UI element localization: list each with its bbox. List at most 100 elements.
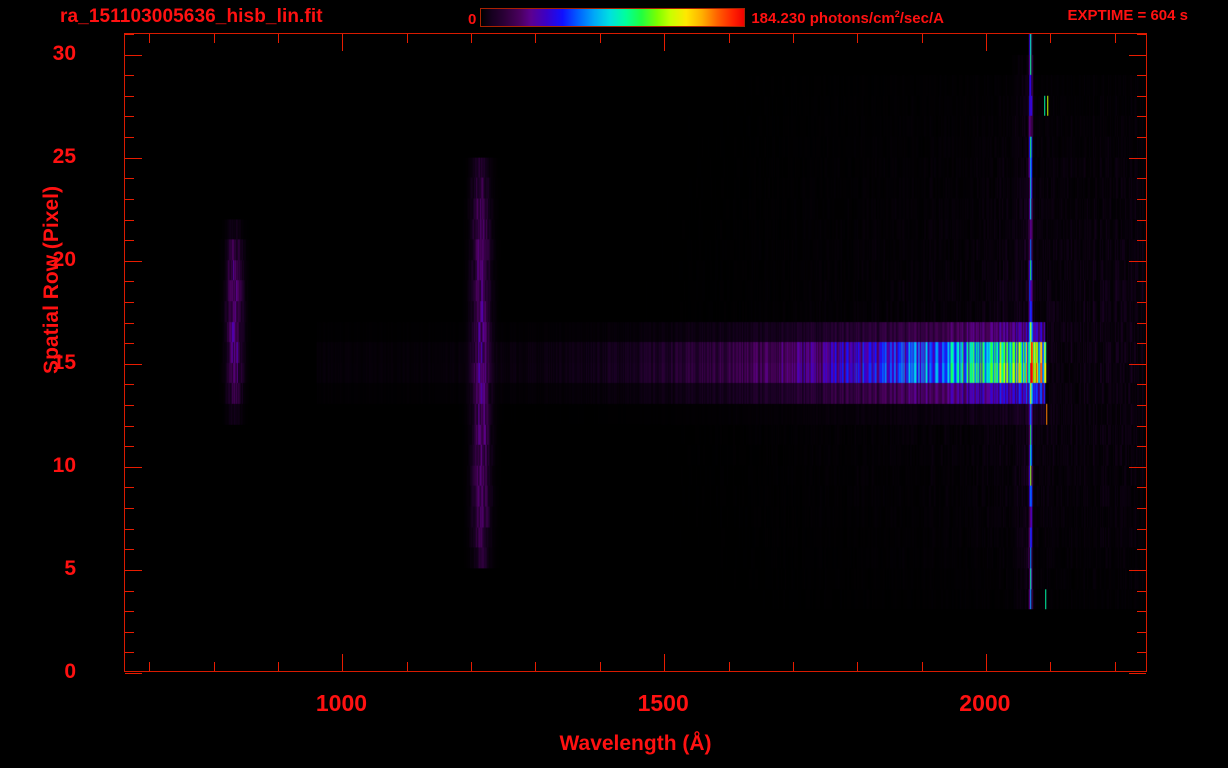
y-tick-right-21 bbox=[1137, 240, 1146, 241]
y-tick-right-1 bbox=[1137, 652, 1146, 653]
y-tick-minor-19 bbox=[125, 281, 134, 282]
y-tick-minor-26 bbox=[125, 137, 134, 138]
rainbow-colormap-swatch bbox=[480, 7, 746, 27]
y-tick-right-27 bbox=[1137, 116, 1146, 117]
y-tick-minor-2 bbox=[125, 632, 134, 633]
x-tick-top-1600 bbox=[729, 34, 730, 43]
y-tick-minor-18 bbox=[125, 302, 134, 303]
x-tick-top-2100 bbox=[1050, 34, 1051, 43]
y-tick-major-15 bbox=[125, 364, 142, 365]
colorbar-min-label: 0 bbox=[468, 10, 477, 28]
y-tick-minor-3 bbox=[125, 611, 134, 612]
y-tick-right-13 bbox=[1137, 405, 1146, 406]
y-tick-minor-21 bbox=[125, 240, 134, 241]
y-tick-label-10: 10 bbox=[52, 453, 76, 477]
y-tick-right-22 bbox=[1137, 220, 1146, 221]
y-tick-minor-17 bbox=[125, 323, 134, 324]
plot-frame bbox=[124, 33, 1147, 674]
y-tick-right-26 bbox=[1137, 137, 1146, 138]
x-tick-major-1000 bbox=[342, 654, 343, 671]
y-tick-major-0 bbox=[125, 673, 142, 674]
y-tick-right-11 bbox=[1137, 446, 1146, 447]
spectrogram-image bbox=[125, 34, 1146, 671]
x-tick-top-1900 bbox=[922, 34, 923, 43]
x-tick-minor-1100 bbox=[407, 662, 408, 671]
y-tick-minor-22 bbox=[125, 220, 134, 221]
y-tick-right-2 bbox=[1137, 632, 1146, 633]
y-tick-right-0 bbox=[1129, 673, 1146, 674]
x-tick-minor-1300 bbox=[535, 662, 536, 671]
y-tick-minor-8 bbox=[125, 508, 134, 509]
y-tick-right-23 bbox=[1137, 199, 1146, 200]
exposure-time-label: EXPTIME = 604 s bbox=[1067, 7, 1188, 24]
y-tick-right-15 bbox=[1129, 364, 1146, 365]
y-tick-major-10 bbox=[125, 467, 142, 468]
x-tick-top-1700 bbox=[793, 34, 794, 43]
y-tick-right-9 bbox=[1137, 487, 1146, 488]
y-tick-minor-12 bbox=[125, 426, 134, 427]
x-tick-top-1200 bbox=[471, 34, 472, 43]
y-tick-right-29 bbox=[1137, 75, 1146, 76]
x-tick-top-800 bbox=[214, 34, 215, 43]
y-tick-right-19 bbox=[1137, 281, 1146, 282]
y-tick-minor-14 bbox=[125, 384, 134, 385]
colorbar-unit-post: /sec/A bbox=[899, 10, 944, 27]
y-tick-right-14 bbox=[1137, 384, 1146, 385]
y-tick-label-25: 25 bbox=[52, 144, 76, 168]
y-tick-right-7 bbox=[1137, 529, 1146, 530]
y-axis-title: Spatial Row (Pixel) bbox=[40, 186, 63, 374]
x-tick-top-2200 bbox=[1115, 34, 1116, 43]
x-tick-top-1000 bbox=[342, 34, 343, 51]
x-tick-label-2000: 2000 bbox=[959, 690, 1011, 716]
y-tick-minor-29 bbox=[125, 75, 134, 76]
y-tick-minor-24 bbox=[125, 178, 134, 179]
y-tick-right-30 bbox=[1129, 55, 1146, 56]
page-title: ra_151103005636_hisb_lin.fit bbox=[60, 6, 323, 27]
x-tick-minor-700 bbox=[149, 662, 150, 671]
x-tick-top-1300 bbox=[535, 34, 536, 43]
y-tick-minor-27 bbox=[125, 116, 134, 117]
y-tick-minor-6 bbox=[125, 549, 134, 550]
x-tick-minor-2200 bbox=[1115, 662, 1116, 671]
x-tick-minor-900 bbox=[278, 662, 279, 671]
x-tick-top-1400 bbox=[600, 34, 601, 43]
y-tick-major-5 bbox=[125, 570, 142, 571]
y-tick-right-20 bbox=[1129, 261, 1146, 262]
y-tick-minor-23 bbox=[125, 199, 134, 200]
colorbar-max-label: 184.230 photons/cm2/sec/A bbox=[751, 8, 944, 27]
x-tick-top-1800 bbox=[857, 34, 858, 43]
x-tick-minor-2100 bbox=[1050, 662, 1051, 671]
x-tick-top-2000 bbox=[986, 34, 987, 51]
y-tick-major-25 bbox=[125, 158, 142, 159]
x-tick-major-1500 bbox=[664, 654, 665, 671]
y-tick-minor-31 bbox=[125, 34, 134, 35]
y-tick-minor-7 bbox=[125, 529, 134, 530]
x-axis-title: Wavelength (Å) bbox=[559, 732, 712, 755]
x-tick-label-1500: 1500 bbox=[637, 690, 689, 716]
y-tick-minor-13 bbox=[125, 405, 134, 406]
x-tick-minor-1200 bbox=[471, 662, 472, 671]
y-tick-right-25 bbox=[1129, 158, 1146, 159]
colorbar-unit-pre: photons/cm bbox=[805, 10, 895, 27]
y-tick-minor-4 bbox=[125, 591, 134, 592]
y-tick-right-28 bbox=[1137, 96, 1146, 97]
y-tick-right-16 bbox=[1137, 343, 1146, 344]
y-tick-right-17 bbox=[1137, 323, 1146, 324]
y-tick-label-5: 5 bbox=[64, 556, 76, 580]
x-tick-top-1100 bbox=[407, 34, 408, 43]
y-tick-right-4 bbox=[1137, 591, 1146, 592]
x-tick-label-1000: 1000 bbox=[315, 690, 368, 716]
colorbar: 0 184.230 photons/cm2/sec/A bbox=[468, 4, 944, 30]
x-tick-top-900 bbox=[278, 34, 279, 43]
x-tick-minor-1600 bbox=[729, 662, 730, 671]
y-tick-right-8 bbox=[1137, 508, 1146, 509]
y-tick-minor-1 bbox=[125, 652, 134, 653]
y-tick-label-20: 20 bbox=[52, 247, 76, 271]
y-tick-right-5 bbox=[1129, 570, 1146, 571]
y-tick-right-31 bbox=[1137, 34, 1146, 35]
y-tick-minor-9 bbox=[125, 487, 134, 488]
y-tick-minor-28 bbox=[125, 96, 134, 97]
spectrogram-canvas bbox=[125, 34, 1146, 671]
y-tick-right-6 bbox=[1137, 549, 1146, 550]
x-tick-minor-1800 bbox=[857, 662, 858, 671]
